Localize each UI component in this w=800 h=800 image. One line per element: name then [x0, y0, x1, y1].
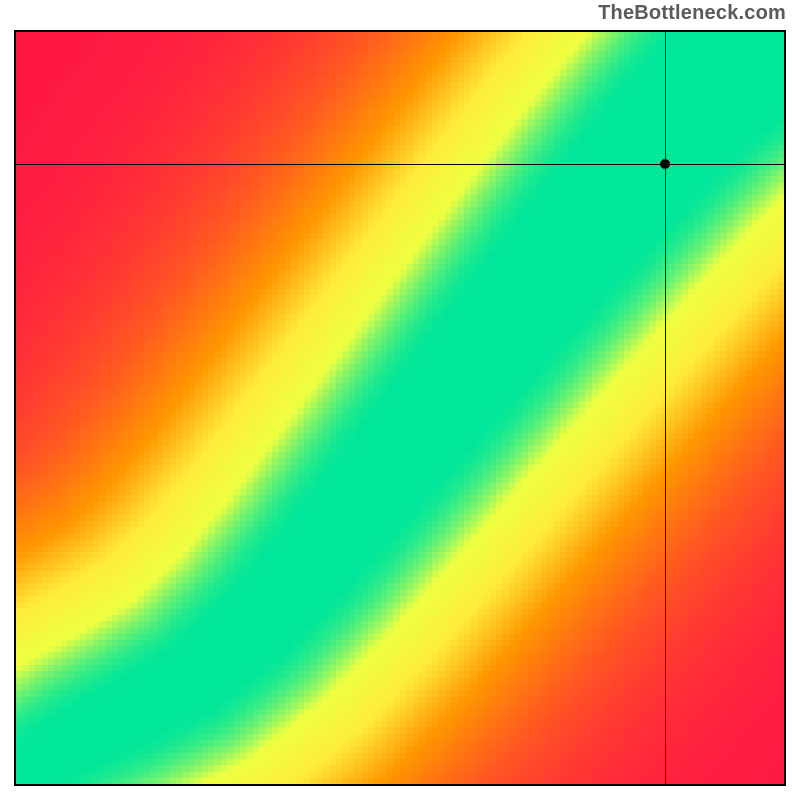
- crosshair-vertical: [665, 32, 666, 784]
- watermark-text: TheBottleneck.com: [598, 2, 786, 25]
- heatmap-canvas: [16, 32, 784, 784]
- crosshair-marker: [660, 159, 670, 169]
- heatmap-plot: [16, 32, 784, 784]
- plot-frame: [14, 30, 786, 786]
